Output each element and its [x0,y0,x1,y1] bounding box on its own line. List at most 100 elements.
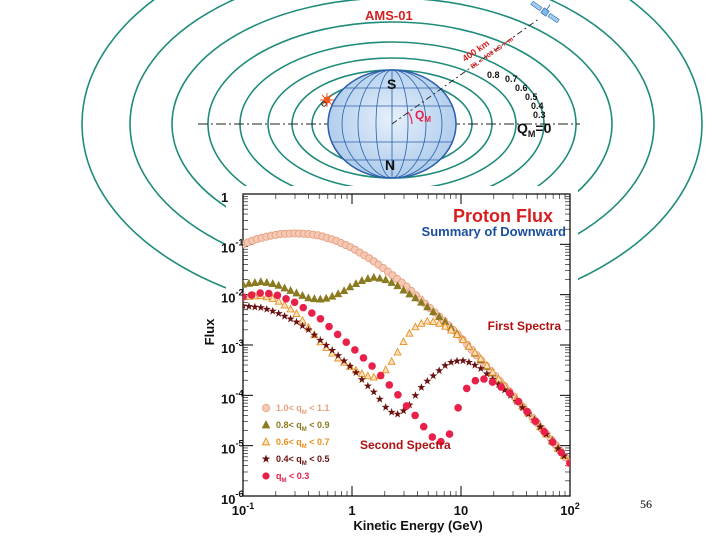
data-point [446,325,456,334]
chart-title: Proton Flux [453,206,553,226]
data-point [441,361,450,369]
data-point [359,354,368,362]
data-point [250,278,260,286]
x-tick-label: 1 [348,503,355,518]
data-point [447,358,456,366]
data-point [464,341,474,350]
data-point [402,402,411,410]
data-point [247,291,256,299]
data-point [244,278,254,287]
data-point [454,404,462,412]
contour-label: 0.4 [531,101,544,111]
data-point [342,338,351,346]
data-point [268,306,277,315]
data-point [333,289,343,298]
data-point [385,381,394,389]
data-point [268,279,277,287]
data-point [274,296,283,305]
data-point [351,368,361,377]
data-point [514,397,523,406]
legend-label: 0.8< qM < 0.9 [276,420,330,433]
data-point [339,286,349,295]
data-point [411,391,420,399]
equator-qm-label: QM=0 [517,120,552,139]
data-point [369,272,378,281]
data-point [298,290,307,299]
annotation-second-spectra: Second Spectra [360,438,451,452]
data-point [566,459,570,467]
data-point [363,381,372,390]
data-point [243,301,248,310]
data-point [399,285,408,294]
data-point [476,354,485,362]
data-point [423,316,432,325]
pole-s-label: S [387,76,396,92]
data-point [554,444,563,453]
data-point [286,285,295,294]
data-point [290,298,299,307]
data-point [429,371,438,380]
data-point [381,275,390,284]
data-point [274,309,283,317]
data-point [316,294,325,303]
data-point [557,448,566,457]
data-point [274,280,283,289]
minor-ticks [243,194,570,496]
data-point [523,407,531,416]
data-point [292,317,301,326]
data-point [273,291,282,300]
data-point [345,361,355,370]
data-point [363,371,372,380]
data-point [387,356,396,365]
data-point [470,347,480,356]
data-point [429,307,438,316]
data-point [464,358,473,366]
data-point [333,330,342,339]
data-point [394,390,402,399]
data-point [310,330,319,339]
data-point [445,430,454,438]
data-point [282,295,290,303]
data-point [250,302,259,311]
data-point [308,309,316,317]
satellite-icon [530,0,560,24]
data-point [536,422,545,431]
data-point [345,282,355,291]
data-point [328,346,337,354]
data-point [399,337,408,346]
data-point [452,330,462,338]
data-point [292,288,301,297]
data-point [435,366,444,375]
data-point [316,314,325,323]
data-point [376,371,385,380]
data-point [334,351,343,359]
data-point [476,364,485,372]
x-tick-label: 102 [560,501,579,518]
data-point [417,297,426,306]
data-point [500,385,509,394]
series-group [243,301,570,467]
contour-label: 0.3 [533,110,546,120]
data-point [310,294,319,303]
y-tick-label: 10-4 [221,388,243,406]
data-point [340,356,349,365]
annotation-first-spectra: First Spectra [488,319,562,333]
data-point [328,291,337,300]
contour-label: 0.5 [525,92,538,102]
sun-icon [320,93,334,107]
data-point [280,283,289,292]
data-point [243,293,247,301]
data-point [243,279,248,288]
data-point [393,347,402,356]
series-group [243,289,570,467]
data-point [375,273,384,282]
y-axis-label: Flux [202,318,217,345]
data-point [428,433,437,441]
orbit-ray [391,17,541,125]
data-point [357,276,367,284]
y-tick-label: 10-5 [221,439,243,457]
data-point [262,277,271,286]
data-point [417,318,426,327]
data-point [351,346,359,354]
